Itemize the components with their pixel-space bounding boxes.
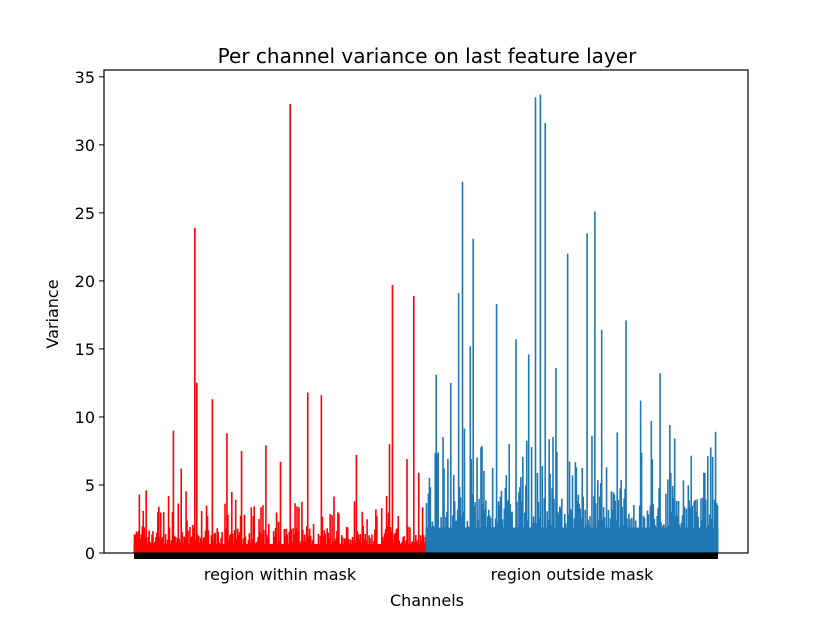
bars-within-mask	[133, 104, 427, 553]
channel-rug	[134, 553, 718, 559]
bar-base-within	[133, 544, 427, 553]
y-tick-label: 25	[75, 204, 95, 223]
y-tick-label: 10	[75, 408, 95, 427]
y-tick-label: 20	[75, 272, 95, 291]
bars-outside-mask	[425, 94, 719, 553]
y-axis: 0 5 10 15 20 25 30 35	[75, 68, 104, 563]
y-axis-label: Variance	[43, 279, 62, 348]
x-axis-label: Channels	[390, 591, 464, 610]
x-tick-label: region within mask	[204, 565, 357, 584]
y-tick-label: 5	[85, 476, 95, 495]
plot-frame	[103, 69, 749, 554]
chart-title: Per channel variance on last feature lay…	[218, 44, 637, 68]
y-tick-label: 15	[75, 340, 95, 359]
y-tick-label: 30	[75, 136, 95, 155]
x-axis: region within mask region outside mask	[204, 565, 654, 584]
y-tick-label: 35	[75, 68, 95, 87]
y-tick-label: 0	[85, 544, 95, 563]
x-tick-label: region outside mask	[491, 565, 654, 584]
bar-base-outside	[425, 527, 719, 553]
